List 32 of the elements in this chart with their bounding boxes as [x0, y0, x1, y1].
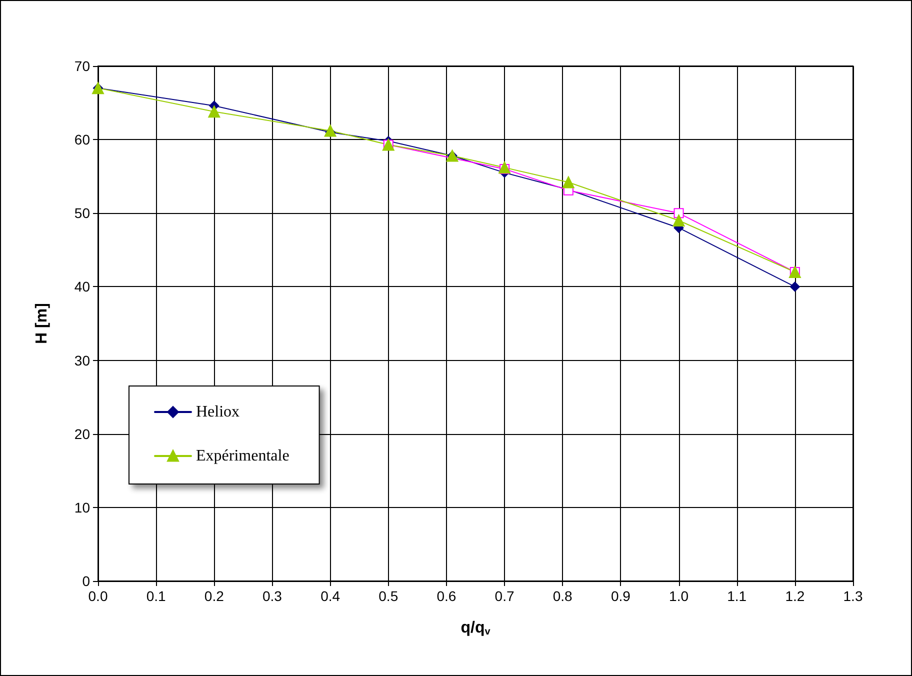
x-tick-label: 1.2	[785, 588, 805, 604]
x-tick-label: 0.7	[494, 588, 514, 604]
legend-label: Expérimentale	[196, 448, 290, 464]
x-tick-label: 0.6	[436, 588, 456, 604]
y-tick-label: 70	[74, 58, 90, 74]
y-axis-title: H [m]	[34, 303, 50, 344]
legend-label: Heliox	[196, 404, 240, 420]
y-tick-label: 50	[74, 205, 90, 222]
point	[672, 214, 685, 226]
x-tick-label: 0.2	[204, 588, 224, 604]
point	[324, 124, 336, 137]
y-tick-label: 20	[74, 426, 90, 442]
point	[674, 208, 684, 218]
y-tick-label: 0	[82, 573, 90, 589]
point	[562, 176, 574, 188]
x-tick-label: 0.5	[378, 588, 398, 604]
x-tick-label: 0.1	[146, 588, 166, 604]
x-tick-label: 0.8	[552, 588, 573, 604]
point	[790, 282, 800, 292]
point	[208, 106, 220, 118]
y-tick-label: 10	[74, 499, 90, 516]
x-tick-label: 0.4	[320, 588, 340, 604]
point	[498, 162, 511, 174]
x-tick-label: 1.0	[669, 588, 689, 604]
x-tick-label: 0.3	[262, 588, 282, 604]
y-tick-label: 30	[74, 352, 90, 368]
y-tick-label: 40	[74, 278, 90, 295]
x-tick-label: 0.0	[88, 588, 108, 604]
x-tick-label: 1.3	[843, 588, 863, 604]
x-tick-label: 0.9	[610, 588, 631, 604]
x-tick-label: 1.1	[727, 588, 747, 604]
y-tick-label: 60	[74, 132, 90, 148]
